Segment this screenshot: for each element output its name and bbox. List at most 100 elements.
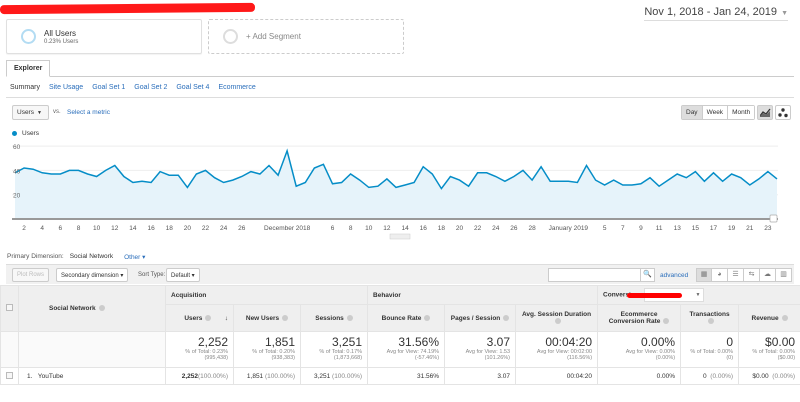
svg-text:22: 22: [202, 225, 210, 232]
help-icon[interactable]: [346, 314, 353, 321]
total-avg-session-duration: 00:04:20 Avg for View: 00:02:00 (116.56%): [515, 331, 599, 368]
svg-text:40: 40: [13, 168, 21, 175]
total-comparison: % of Total: 0.20%: [252, 349, 295, 355]
svg-text:16: 16: [420, 225, 428, 232]
term-cloud-view-icon[interactable]: ☁: [760, 268, 776, 282]
total-value: 0.00%: [641, 335, 676, 349]
help-icon[interactable]: [781, 314, 788, 321]
subtab-site-usage[interactable]: Site Usage: [48, 84, 84, 91]
day-button[interactable]: Day: [682, 106, 703, 119]
social-network-header[interactable]: Social Network: [18, 285, 166, 332]
date-range-picker[interactable]: Nov 1, 2018 - Jan 24, 2019 ▼: [644, 6, 788, 21]
row-ecommerce-conversion-rate: 0.00%: [597, 367, 682, 385]
sort-descending-icon[interactable]: ↓: [224, 314, 228, 322]
column-revenue[interactable]: Revenue: [738, 304, 800, 332]
svg-text:6: 6: [331, 225, 335, 232]
svg-text:24: 24: [492, 225, 500, 232]
redacted-goal: [627, 293, 683, 298]
help-icon[interactable]: [503, 314, 510, 321]
row-dimension-link-youtube[interactable]: YouTube: [37, 372, 64, 380]
chevron-down-icon: ▼: [695, 292, 701, 298]
add-segment-button[interactable]: + Add Segment: [208, 19, 404, 54]
row-index: 1.: [27, 372, 33, 380]
column-sessions[interactable]: Sessions: [299, 304, 369, 332]
help-icon[interactable]: [663, 318, 670, 325]
svg-text:60: 60: [13, 144, 21, 151]
column-new-users[interactable]: New Users: [233, 304, 301, 332]
report-subtabs: Summary Site Usage Goal Set 1 Goal Set 2…: [10, 84, 256, 91]
row-checkbox[interactable]: [6, 371, 13, 379]
motion-chart-icon[interactable]: [775, 105, 791, 120]
goal-select-dropdown[interactable]: ▼: [627, 288, 705, 302]
total-comparison: % of Total: 0.00%: [690, 349, 734, 355]
total-value: $0.00: [765, 335, 796, 349]
total-value: 0: [726, 335, 734, 349]
segment-title: All Users: [44, 28, 77, 38]
select-all-cell: [0, 285, 19, 332]
row-pages-session: 3.07: [444, 367, 517, 385]
cell-value: 31.56%: [416, 372, 440, 380]
total-comparison: % of Total: 0.23%: [185, 349, 228, 355]
segment-all-users[interactable]: All Users 0.23% Users: [6, 19, 202, 54]
other-dimension-dropdown[interactable]: Other ▾: [124, 254, 146, 261]
redacted-property-name: [0, 2, 256, 15]
primary-dimension-social-network[interactable]: Social Network: [69, 253, 114, 260]
conversions-label: Conversions: [603, 291, 643, 299]
total-value: 1,851: [264, 335, 295, 349]
help-icon[interactable]: [555, 318, 562, 325]
plot-rows-button[interactable]: Plot Rows: [12, 268, 50, 282]
total-overall: (0): [726, 355, 734, 361]
column-pages-session[interactable]: Pages / Session: [444, 304, 517, 332]
chart-legend: Users: [12, 130, 39, 137]
table-search-input[interactable]: 🔍: [548, 268, 655, 282]
help-icon[interactable]: [282, 314, 289, 321]
column-bounce-rate[interactable]: Bounce Rate: [367, 304, 446, 332]
help-icon[interactable]: [98, 305, 105, 312]
search-icon[interactable]: 🔍: [640, 269, 654, 281]
tab-explorer[interactable]: Explorer: [6, 60, 51, 77]
add-segment-label: + Add Segment: [246, 32, 301, 41]
row-sessions: 3,251 (100.00%): [299, 367, 369, 385]
cell-percent: (100.00%): [265, 372, 295, 380]
column-transactions[interactable]: Transactions: [680, 304, 740, 332]
metric-dropdown[interactable]: Users ▼: [12, 105, 49, 120]
secondary-dimension-dropdown[interactable]: Secondary dimension ▾: [56, 268, 129, 282]
help-icon[interactable]: [424, 314, 431, 321]
date-range-label: Nov 1, 2018 - Jan 24, 2019: [644, 6, 778, 18]
select-all-checkbox[interactable]: [6, 304, 13, 311]
data-table-view-icon[interactable]: ▦: [696, 268, 712, 282]
total-comparison: Avg for View: 00:02:00: [536, 349, 593, 355]
row-dimension-cell: 1. YouTube: [18, 367, 166, 385]
advanced-filter-link[interactable]: advanced: [660, 272, 689, 279]
svg-text:10: 10: [365, 225, 373, 232]
svg-text:21: 21: [746, 225, 754, 232]
help-icon[interactable]: [205, 314, 212, 321]
pivot-view-icon[interactable]: ▥: [776, 268, 792, 282]
subtab-summary[interactable]: Summary: [10, 84, 40, 91]
month-button[interactable]: Month: [728, 106, 755, 119]
segment-subtitle: 0.23% Users: [44, 38, 79, 45]
total-bounce-rate: 31.56% Avg for View: 74.19% (-57.46%): [367, 331, 446, 368]
subtab-ecommerce[interactable]: Ecommerce: [218, 84, 256, 91]
sort-type-dropdown[interactable]: Default ▾: [166, 268, 200, 282]
table-row: 1. YouTube 2,252(100.00%) 1,851 (100.00%…: [0, 367, 800, 385]
help-icon[interactable]: [708, 318, 715, 325]
column-avg-session-duration[interactable]: Avg. Session Duration: [515, 304, 599, 332]
subtab-goal-set-4[interactable]: Goal Set 4: [176, 84, 210, 91]
cell-percent: (0.00%): [710, 372, 734, 380]
svg-text:5: 5: [603, 225, 607, 232]
column-users[interactable]: Users ↓: [165, 304, 234, 332]
subtab-goal-set-2[interactable]: Goal Set 2: [134, 84, 168, 91]
line-chart-icon[interactable]: [757, 105, 773, 120]
week-button[interactable]: Week: [702, 106, 729, 119]
svg-text:8: 8: [77, 225, 81, 232]
select-metric-link[interactable]: Select a metric: [67, 109, 110, 116]
column-ecommerce-conversion-rate[interactable]: Ecommerce Conversion Rate: [597, 304, 682, 332]
comparison-view-icon[interactable]: ⇆: [744, 268, 760, 282]
totals-checkbox-cell: [0, 331, 19, 368]
total-overall: ($0.00): [777, 355, 796, 361]
total-value: 3,251: [332, 335, 363, 349]
performance-bar-view-icon[interactable]: ☰: [728, 268, 744, 282]
percentage-pie-view-icon[interactable]: ◕: [712, 268, 728, 282]
subtab-goal-set-1[interactable]: Goal Set 1: [92, 84, 126, 91]
